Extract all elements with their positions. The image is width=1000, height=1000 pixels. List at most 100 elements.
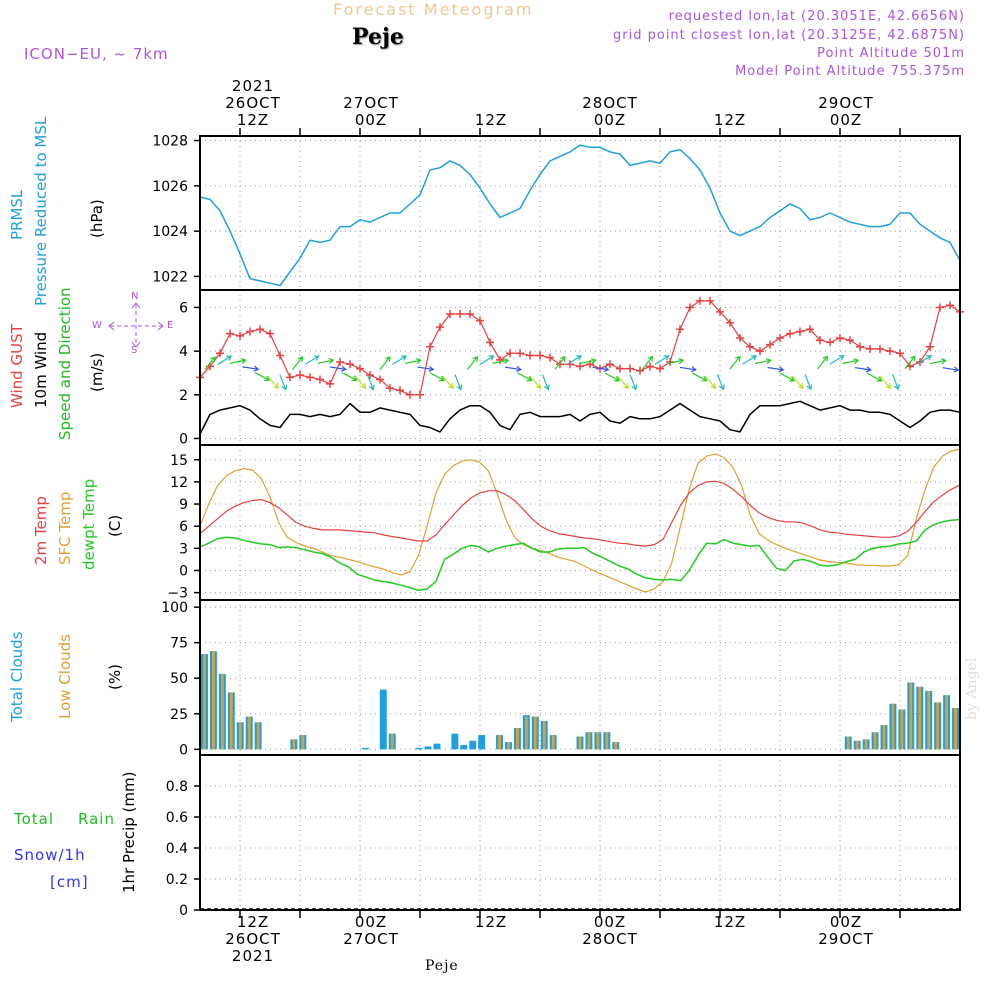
gust-marker — [766, 340, 774, 349]
label-dewpt-temp: dewpt Temp — [80, 478, 98, 570]
y-tick-label: 3 — [179, 541, 188, 557]
wind-direction-arrow — [254, 372, 270, 381]
low-clouds-bar — [900, 709, 904, 750]
wind-direction-arrow — [716, 374, 724, 390]
compass-cross-icon — [108, 302, 164, 348]
gust-marker — [246, 327, 254, 336]
gust-marker — [516, 349, 524, 358]
wind-direction-arrow — [879, 375, 892, 389]
wind-arrow-head — [448, 383, 454, 390]
wind-arrow-head — [910, 355, 916, 362]
wind-direction-arrow — [867, 372, 882, 382]
compass-s: S — [131, 345, 138, 356]
wind-direction-arrow — [604, 372, 620, 382]
top-tick-line: 00Z — [593, 111, 627, 129]
gust-marker — [886, 347, 894, 356]
wind-arrow-head — [885, 383, 892, 390]
low-clouds-bar — [954, 708, 957, 750]
low-clouds-bar — [212, 651, 215, 750]
wind-direction-arrow — [642, 356, 653, 370]
wind-arrow-head — [281, 384, 288, 391]
wind-arrow-head — [439, 375, 446, 382]
wind-direction-arrow — [442, 375, 454, 389]
wind-arrow-head — [940, 358, 947, 365]
wind-direction-arrow — [792, 375, 804, 389]
low-clouds-bar — [891, 703, 895, 750]
gust-marker — [806, 325, 814, 334]
gust-marker — [946, 301, 954, 310]
wind-direction-arrow — [317, 359, 334, 364]
y-tick-label: 0 — [179, 431, 188, 447]
y-tick-label: 4 — [179, 344, 188, 360]
low-clouds-bar — [909, 682, 913, 750]
wind-arrow-head — [751, 355, 758, 361]
y-tick-label: 0.2 — [166, 872, 188, 888]
wind-arrow-head — [488, 355, 495, 361]
low-clouds-bar — [229, 692, 233, 750]
requested-coords: requested lon,lat (20.3051E, 42.6656N) — [668, 9, 965, 24]
wind-direction-arrow — [654, 355, 669, 365]
wind-speed-line — [199, 400, 961, 435]
y-tick-label: 0.6 — [166, 810, 188, 826]
gust-marker — [296, 371, 304, 380]
wind-arrow-head — [340, 365, 347, 372]
gust-marker — [746, 342, 754, 351]
bottom-tick-label: 00Z 28OCT — [573, 914, 647, 948]
bottom-tick-label: 00Z 29OCT — [809, 914, 883, 948]
wind-arrow-head — [853, 358, 860, 365]
wind-direction-arrow — [729, 356, 741, 370]
wind-direction-arrow — [217, 355, 232, 366]
gust-marker — [406, 390, 414, 399]
wind-direction-arrow — [904, 355, 916, 370]
gust-marker — [866, 344, 874, 353]
model-label: ICON−EU, ~ 7km — [24, 45, 169, 63]
bottom-tick-line: 26OCT — [225, 930, 281, 948]
wind-arrow-head — [428, 365, 435, 372]
gust-marker — [436, 323, 444, 332]
compass-e: E — [167, 320, 174, 331]
wind-direction-arrow — [354, 375, 367, 389]
wind-direction-arrow — [242, 366, 259, 370]
y-tick-label: 0 — [179, 742, 188, 758]
y-tick-label: 25 — [170, 707, 188, 723]
wind-direction-arrow — [854, 367, 871, 371]
gust-marker — [226, 329, 234, 338]
wind-arrow-head — [360, 383, 367, 390]
low-clouds-bar — [533, 716, 537, 750]
bottom-tick-line: 00Z — [829, 913, 863, 931]
bottom-tick-label: 12Z 26OCT 2021 — [216, 914, 290, 965]
low-clouds-bar — [596, 732, 600, 750]
wind-arrow-head — [351, 375, 358, 382]
grid-lines — [200, 136, 960, 911]
gust-marker — [576, 362, 584, 371]
gust-marker — [846, 336, 854, 345]
y-tick-label: 6 — [179, 300, 188, 316]
panel-frame-precip — [199, 754, 961, 911]
total-clouds-bar — [379, 689, 387, 750]
wind-direction-arrow — [479, 355, 494, 365]
dewpt-line — [199, 518, 961, 592]
wind-direction-arrow — [342, 372, 357, 381]
wind-arrow-head — [614, 376, 621, 382]
panel-frames — [199, 135, 961, 911]
wind-arrow-head — [313, 355, 320, 361]
wind-arrow-head — [576, 355, 583, 361]
label-celsius: (C) — [106, 514, 124, 537]
label-precip: 1hr Precip (mm) — [120, 771, 138, 893]
wind-direction-arrow — [541, 374, 549, 390]
y-tick-label: 0.4 — [166, 841, 188, 857]
wind-direction-arrow — [292, 356, 303, 370]
y-tick-label: 0 — [179, 903, 188, 919]
wind-arrow-head — [701, 376, 708, 382]
bottom-tick-line: 12Z — [236, 913, 270, 931]
bottom-tick-line: 28OCT — [582, 930, 638, 948]
gust-marker — [756, 347, 764, 356]
axis-ticks: 1022 1024 1026 1028 0 2 4 6 −3 0 3 6 9 12 15 0 25 50 75 100… — [152, 128, 901, 919]
gust-marker — [546, 353, 554, 362]
panel-frame-temp — [199, 444, 961, 601]
wind-arrow-head — [401, 355, 408, 361]
gust-marker — [686, 303, 694, 312]
wind-direction-arrow — [779, 372, 795, 382]
gust-marker — [476, 316, 484, 325]
wind-direction-arrow — [504, 366, 521, 371]
